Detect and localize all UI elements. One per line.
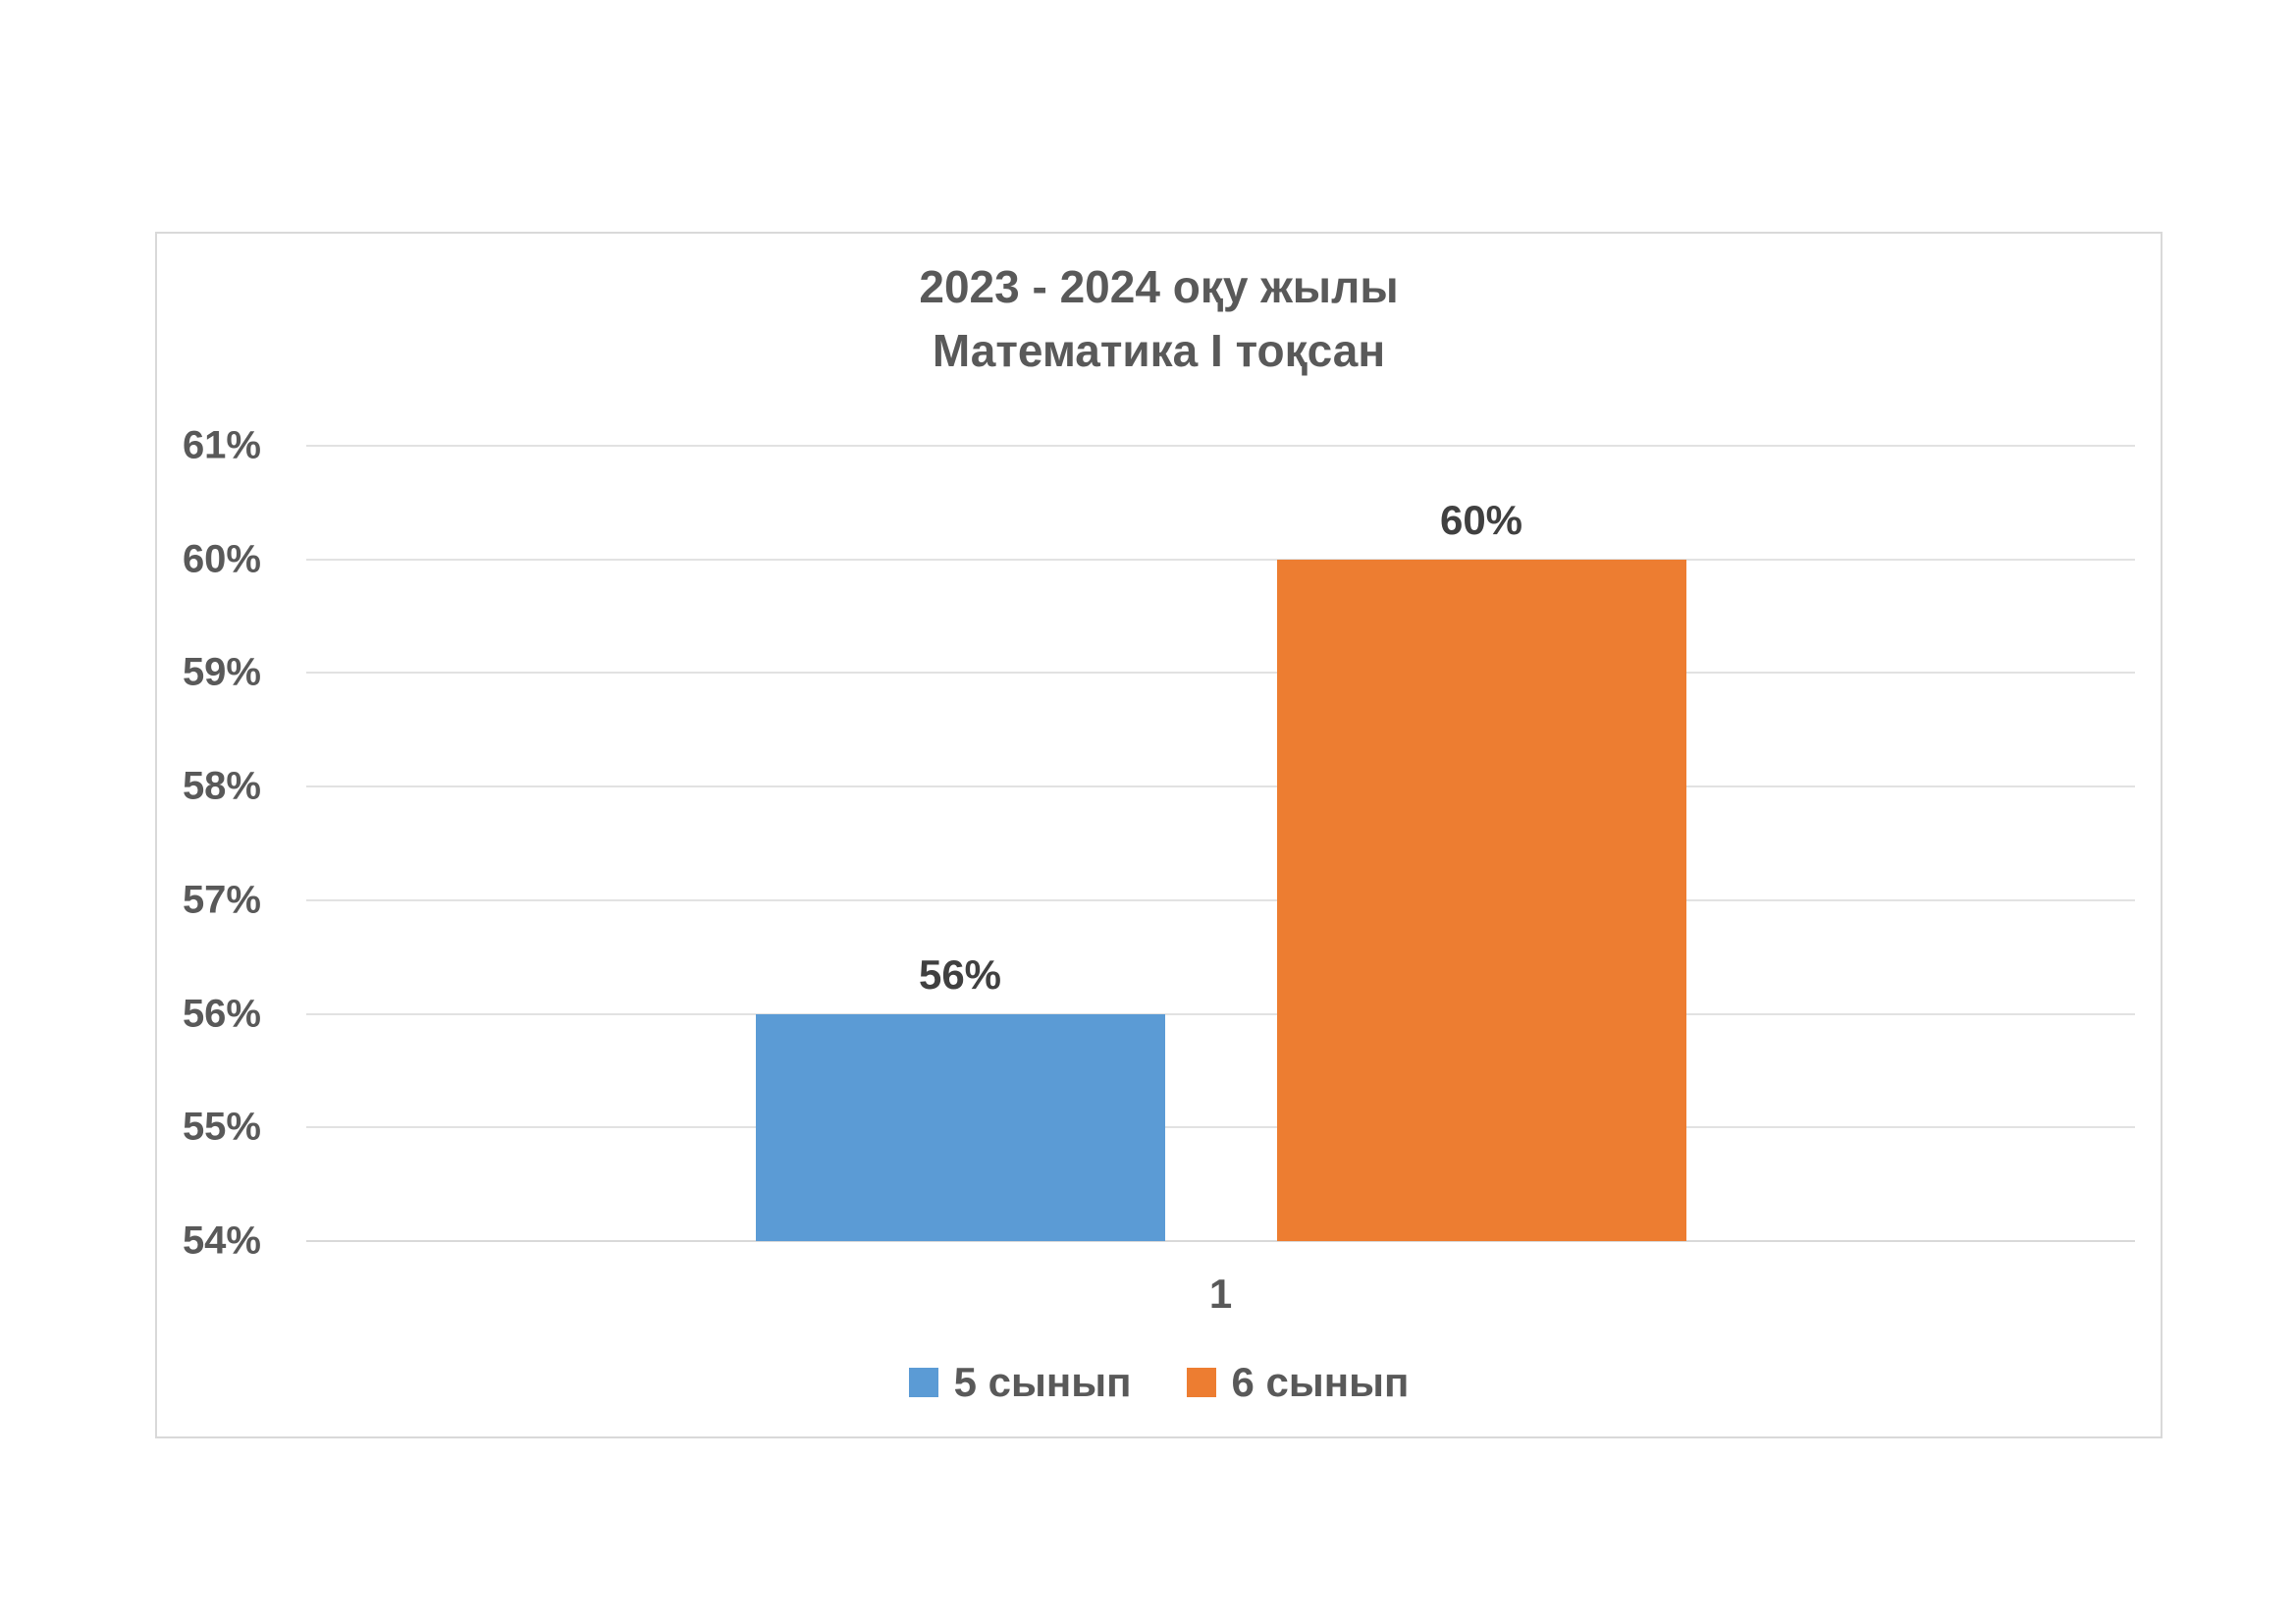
chart-title-line1: 2023 - 2024 оқу жылы bbox=[919, 261, 1399, 312]
y-axis-tick-label: 54% bbox=[182, 1218, 261, 1263]
gridline bbox=[306, 558, 2135, 561]
legend-label: 6 сынып bbox=[1231, 1359, 1410, 1405]
legend-swatch bbox=[908, 1368, 938, 1397]
legend-item-1: 5 сынып bbox=[908, 1359, 1132, 1406]
gridline bbox=[306, 1126, 2135, 1129]
y-axis-tick-label: 58% bbox=[182, 764, 261, 808]
gridline bbox=[306, 445, 2135, 447]
gridline bbox=[306, 785, 2135, 788]
x-axis-line bbox=[306, 1240, 2135, 1242]
bar-series-1 bbox=[755, 1013, 1165, 1241]
gridline bbox=[306, 672, 2135, 675]
chart-container: 2023 - 2024 оқу жылы Математика I тоқсан… bbox=[155, 232, 2163, 1438]
legend-swatch bbox=[1186, 1368, 1216, 1397]
y-axis-tick-label: 55% bbox=[182, 1105, 261, 1149]
legend: 5 сынып 6 сынып bbox=[157, 1359, 2161, 1406]
y-axis-tick-label: 60% bbox=[182, 537, 261, 581]
plot-area: 56% 60% bbox=[306, 445, 2135, 1242]
bar-value-label: 56% bbox=[918, 950, 1002, 998]
chart-title-line2: Математика I тоқсан bbox=[932, 325, 1386, 376]
y-axis: 61% 60% 59% 58% 57% 56% 55% 54% bbox=[157, 424, 275, 1263]
bar-value-label: 60% bbox=[1439, 496, 1523, 543]
y-axis-tick-label: 61% bbox=[182, 423, 261, 467]
y-axis-tick-label: 59% bbox=[182, 650, 261, 694]
x-axis-category-label: 1 bbox=[1208, 1271, 1233, 1317]
y-axis-tick-label: 57% bbox=[182, 878, 261, 922]
chart-title: 2023 - 2024 оқу жылы Математика I тоқсан bbox=[157, 255, 2161, 383]
legend-label: 5 сынып bbox=[953, 1359, 1132, 1405]
y-axis-tick-label: 56% bbox=[182, 992, 261, 1036]
gridline bbox=[306, 898, 2135, 901]
bar-series-2 bbox=[1276, 559, 1686, 1241]
legend-item-2: 6 сынып bbox=[1186, 1359, 1410, 1406]
gridline bbox=[306, 1012, 2135, 1015]
